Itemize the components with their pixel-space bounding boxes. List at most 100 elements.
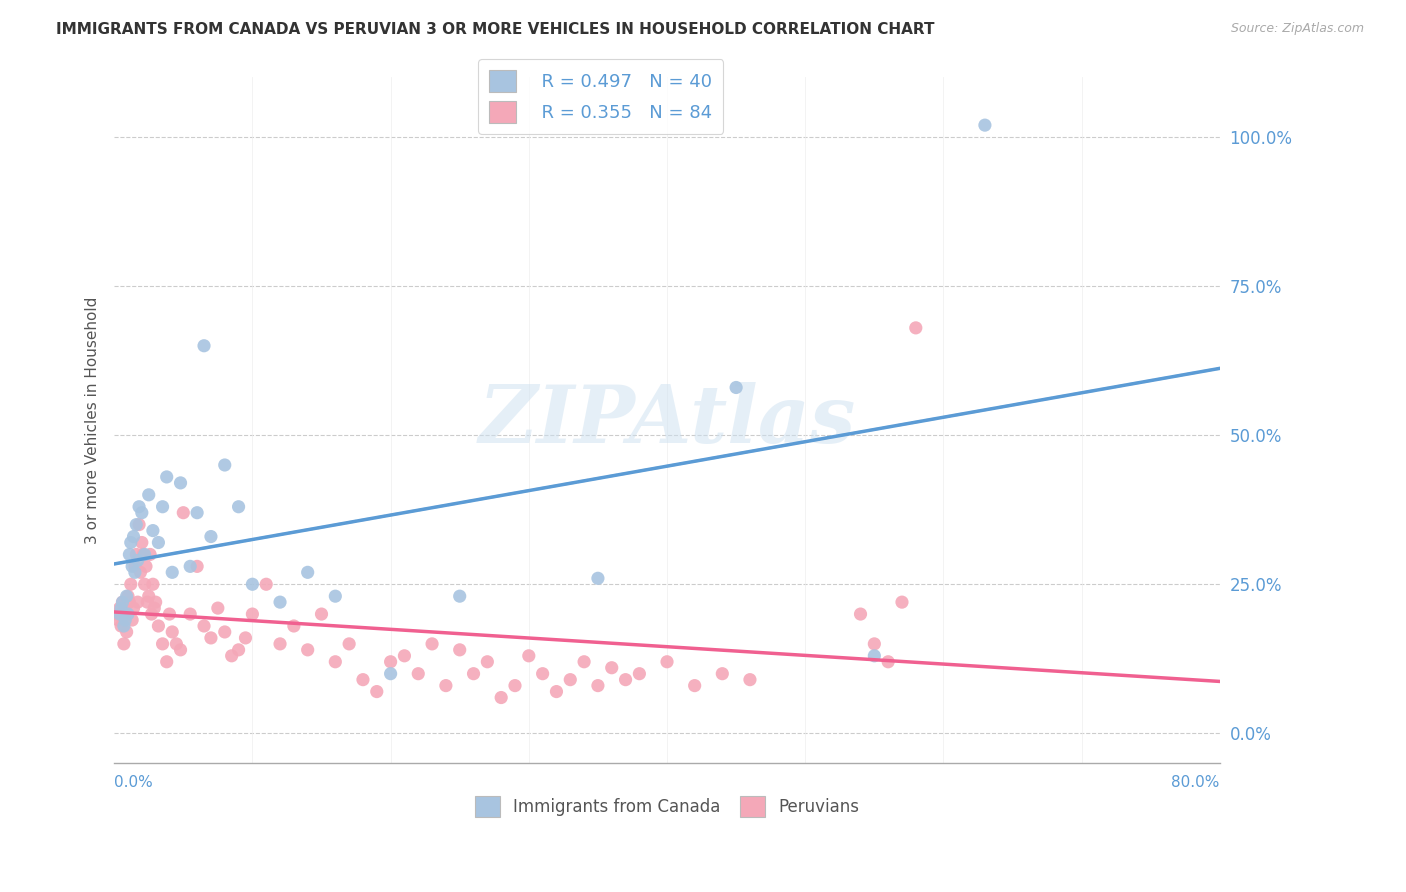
Point (138, 589, 160, 603)
Point (406, 666, 429, 681)
Point (125, 517, 148, 532)
Point (122, 530, 145, 544)
Point (323, 589, 346, 603)
Point (120, 535, 142, 549)
Point (200, 631, 222, 645)
Point (115, 589, 138, 603)
Point (112, 637, 135, 651)
Point (683, 679, 706, 693)
Point (118, 595, 141, 609)
Legend: Immigrants from Canada, Peruvians: Immigrants from Canada, Peruvians (468, 789, 866, 823)
Point (128, 500, 150, 514)
Point (124, 559, 146, 574)
Point (131, 535, 153, 549)
Point (169, 643, 191, 657)
Point (111, 595, 134, 609)
Point (105, 607, 128, 621)
Point (152, 500, 174, 514)
Point (128, 517, 150, 532)
Point (136, 595, 159, 609)
Text: 0.0%: 0.0% (114, 775, 153, 790)
Point (297, 643, 319, 657)
Point (503, 679, 526, 693)
Point (207, 601, 229, 615)
Point (655, 655, 678, 669)
Point (111, 595, 134, 609)
Point (572, 655, 595, 669)
Point (145, 595, 167, 609)
Point (165, 637, 187, 651)
Point (117, 607, 139, 621)
Point (134, 548, 156, 562)
Point (107, 613, 129, 627)
Point (162, 624, 184, 639)
Point (891, 595, 914, 609)
Point (323, 655, 346, 669)
Point (114, 607, 136, 621)
Point (186, 559, 208, 574)
Point (489, 690, 512, 705)
Point (974, 118, 997, 132)
Point (337, 637, 360, 651)
Point (108, 607, 131, 621)
Point (904, 321, 927, 335)
Point (125, 548, 148, 562)
Point (394, 648, 416, 663)
Point (380, 666, 402, 681)
Point (614, 673, 637, 687)
Point (283, 619, 305, 633)
Point (156, 470, 179, 484)
Point (586, 571, 609, 585)
Point (162, 566, 184, 580)
Point (156, 655, 179, 669)
Point (877, 655, 900, 669)
Point (849, 607, 872, 621)
Point (600, 661, 623, 675)
Point (112, 619, 135, 633)
Point (179, 559, 201, 574)
Point (380, 655, 402, 669)
Point (531, 666, 554, 681)
Point (214, 458, 236, 472)
Point (124, 566, 146, 580)
Text: 80.0%: 80.0% (1171, 775, 1220, 790)
Point (139, 548, 162, 562)
Point (114, 613, 136, 627)
Point (117, 589, 139, 603)
Point (560, 673, 582, 687)
Point (517, 648, 540, 663)
Point (352, 673, 374, 687)
Point (366, 684, 388, 698)
Point (159, 607, 181, 621)
Point (122, 601, 145, 615)
Point (200, 530, 222, 544)
Point (221, 648, 243, 663)
Text: IMMIGRANTS FROM CANADA VS PERUVIAN 3 OR MORE VEHICLES IN HOUSEHOLD CORRELATION C: IMMIGRANTS FROM CANADA VS PERUVIAN 3 OR … (56, 22, 935, 37)
Text: ZIPAtlas: ZIPAtlas (478, 382, 856, 459)
Point (228, 500, 250, 514)
Point (129, 566, 152, 580)
Point (142, 577, 165, 591)
Point (311, 607, 333, 621)
Point (228, 643, 250, 657)
Point (172, 506, 194, 520)
Point (110, 601, 132, 615)
Point (420, 637, 443, 651)
Point (121, 559, 143, 574)
Point (738, 673, 761, 687)
Point (242, 607, 264, 621)
Point (131, 506, 153, 520)
Point (463, 666, 485, 681)
Point (108, 601, 131, 615)
Text: Source: ZipAtlas.com: Source: ZipAtlas.com (1230, 22, 1364, 36)
Point (118, 548, 141, 562)
Point (127, 553, 149, 567)
Point (141, 607, 163, 621)
Point (142, 524, 165, 538)
Point (135, 559, 157, 574)
Point (143, 601, 166, 615)
Point (148, 535, 170, 549)
Point (242, 577, 264, 591)
Point (449, 643, 471, 657)
Point (297, 566, 319, 580)
